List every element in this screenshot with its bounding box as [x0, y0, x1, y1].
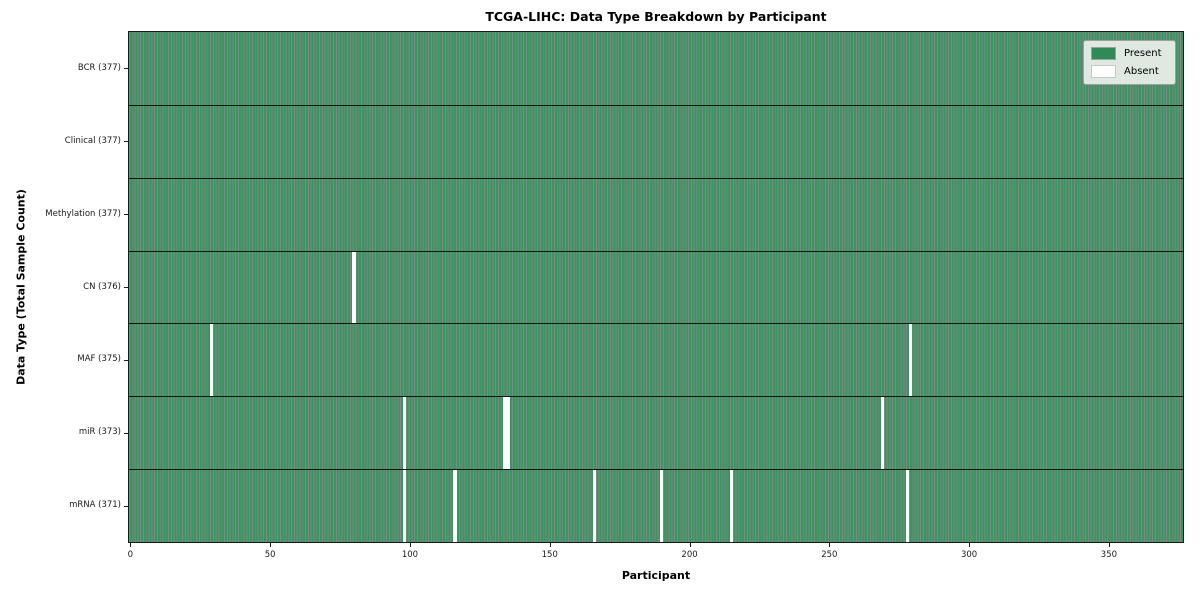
plot-area	[128, 31, 1184, 543]
absent-swatch-icon	[1091, 65, 1116, 78]
present-swatch-icon	[1091, 47, 1116, 60]
y-tick-mark	[124, 432, 128, 434]
absent-cell	[402, 470, 407, 542]
x-tick-mark	[969, 543, 971, 547]
y-tick-label: MAF (375)	[77, 354, 121, 365]
y-tick-mark	[124, 68, 128, 70]
x-tick-mark	[130, 543, 132, 547]
legend-label-absent: Absent	[1124, 66, 1159, 77]
y-tick-label: mRNA (371)	[69, 500, 121, 511]
chart-title: TCGA-LIHC: Data Type Breakdown by Partic…	[485, 9, 827, 24]
x-tick-label: 300	[960, 550, 978, 560]
y-tick-mark	[124, 505, 128, 507]
y-tick-label: miR (373)	[78, 427, 121, 438]
absent-cell	[352, 251, 356, 324]
absent-cell	[905, 470, 910, 542]
absent-cell	[503, 397, 507, 470]
x-tick-mark	[409, 543, 411, 547]
x-axis-label: Participant	[621, 569, 691, 582]
x-tick-label: 0	[127, 550, 134, 560]
x-tick-label: 100	[401, 550, 419, 560]
y-tick-label: BCR (377)	[77, 62, 121, 73]
x-tick-mark	[829, 543, 831, 547]
legend-item-present: Present	[1091, 47, 1167, 60]
x-tick-label: 200	[681, 550, 698, 560]
y-tick-label: Methylation (377)	[45, 208, 121, 219]
legend-label-present: Present	[1124, 48, 1162, 59]
absent-cell	[402, 397, 407, 470]
x-tick-mark	[549, 543, 551, 547]
absent-cell	[592, 470, 597, 542]
x-tick-label: 150	[541, 550, 558, 560]
heatmap-row-mir	[129, 396, 1183, 470]
heatmap-row-mrna	[129, 469, 1183, 542]
x-tick-mark	[689, 543, 691, 547]
x-tick-label: 250	[821, 550, 838, 560]
heatmap-row-clinical	[129, 104, 1183, 178]
heatmap-row-bcr	[129, 32, 1183, 105]
x-tick-label: 350	[1100, 550, 1118, 560]
heatmap-row-methylation	[129, 177, 1183, 251]
y-tick-mark	[124, 141, 128, 143]
absent-cell	[880, 397, 885, 470]
heatmap-row-cn	[129, 250, 1183, 324]
x-tick-mark	[1108, 543, 1110, 547]
heatmap-row-maf	[129, 323, 1183, 397]
absent-cell	[209, 324, 214, 397]
y-tick-mark	[124, 214, 128, 216]
legend: Present Absent	[1083, 40, 1176, 85]
x-tick-mark	[270, 543, 272, 547]
y-tick-label: Clinical (377)	[64, 135, 121, 146]
absent-cell	[506, 397, 510, 470]
absent-cell	[729, 470, 734, 542]
x-tick-label: 50	[264, 550, 276, 560]
y-tick-mark	[124, 287, 128, 288]
y-tick-mark	[124, 359, 128, 361]
absent-cell	[908, 324, 913, 397]
absent-cell	[452, 470, 457, 542]
absent-cell	[659, 470, 664, 542]
legend-item-absent: Absent	[1091, 65, 1167, 78]
y-tick-label: CN (376)	[83, 281, 121, 292]
